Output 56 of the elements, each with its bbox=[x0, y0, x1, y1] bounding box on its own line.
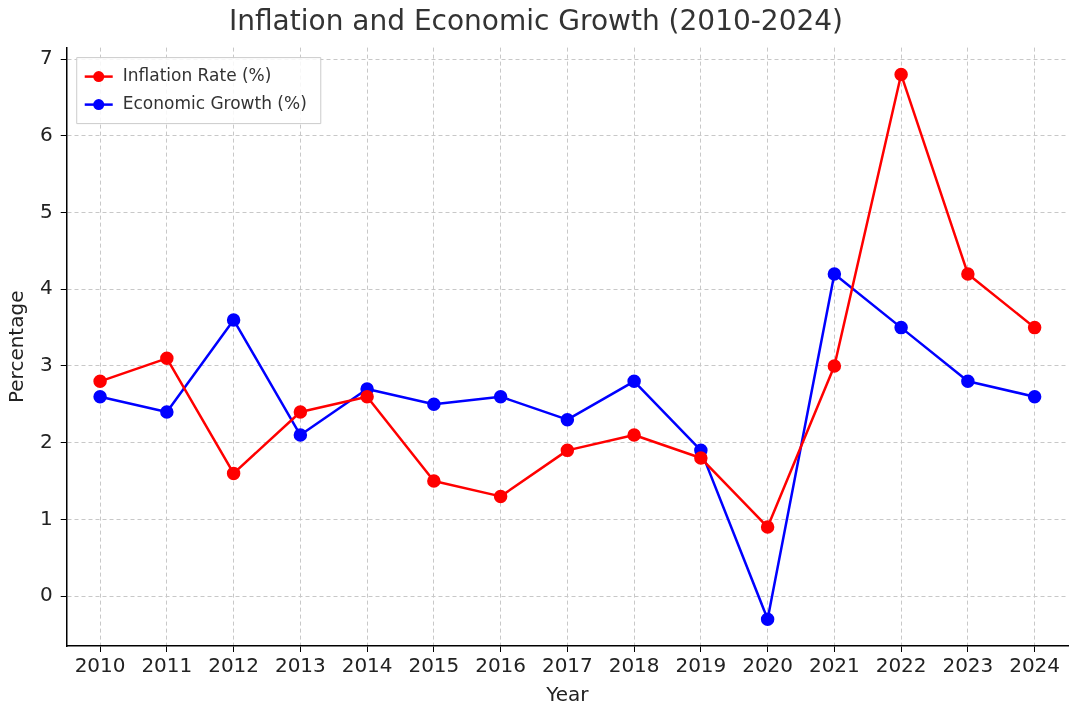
x-tick-label: 2012 bbox=[208, 653, 260, 678]
point bbox=[760, 612, 775, 626]
legend-label: Economic Growth (%) bbox=[122, 93, 307, 114]
point bbox=[627, 374, 641, 389]
point bbox=[493, 489, 508, 504]
point bbox=[226, 466, 241, 481]
x-tick-label: 2022 bbox=[875, 653, 927, 678]
x-tick-label: 2020 bbox=[742, 653, 794, 678]
point bbox=[427, 397, 441, 412]
x-tick-label: 2010 bbox=[74, 653, 126, 678]
point bbox=[160, 405, 174, 419]
point bbox=[360, 389, 374, 404]
x-tick-label: 2017 bbox=[541, 653, 593, 678]
point bbox=[694, 451, 708, 465]
point bbox=[493, 389, 508, 404]
point bbox=[894, 67, 908, 82]
point bbox=[560, 412, 575, 427]
point bbox=[160, 351, 174, 366]
y-tick-label: 1 bbox=[39, 505, 53, 530]
point bbox=[427, 474, 441, 488]
point bbox=[293, 405, 308, 419]
x-tick-label: 2018 bbox=[608, 653, 660, 678]
y-tick-label: 0 bbox=[39, 582, 53, 607]
point bbox=[1027, 389, 1042, 404]
x-tick-label: 2023 bbox=[942, 653, 994, 678]
y-tick-label: 7 bbox=[39, 45, 53, 70]
point bbox=[827, 359, 842, 373]
point bbox=[827, 267, 842, 281]
y-axis-title: Percentage bbox=[4, 290, 29, 404]
x-tick-label: 2014 bbox=[341, 653, 393, 678]
y-tick-label: 3 bbox=[39, 352, 53, 377]
point bbox=[560, 443, 575, 458]
x-tick-label: 2015 bbox=[408, 653, 460, 678]
x-tick-label: 2011 bbox=[141, 653, 193, 678]
chart-title: Inflation and Economic Growth (2010-2024) bbox=[228, 4, 844, 38]
point bbox=[627, 428, 641, 442]
point bbox=[226, 313, 241, 327]
legend-label: Inflation Rate (%) bbox=[122, 65, 272, 86]
point bbox=[961, 267, 975, 281]
y-tick-label: 6 bbox=[39, 122, 53, 147]
x-axis-title: Year bbox=[545, 682, 590, 707]
point bbox=[760, 520, 775, 534]
point bbox=[1027, 320, 1042, 335]
y-tick-label: 5 bbox=[39, 198, 53, 223]
point bbox=[961, 374, 975, 389]
y-tick-label: 4 bbox=[39, 275, 53, 300]
y-tick-label: 2 bbox=[39, 428, 53, 453]
x-tick-label: 2024 bbox=[1009, 653, 1061, 678]
point bbox=[293, 428, 308, 442]
x-tick-label: 2019 bbox=[675, 653, 727, 678]
x-tick-label: 2016 bbox=[475, 653, 527, 678]
point bbox=[894, 320, 908, 335]
point bbox=[93, 374, 107, 389]
x-tick-label: 2013 bbox=[274, 653, 326, 678]
point bbox=[93, 389, 107, 404]
x-tick-label: 2021 bbox=[808, 653, 860, 678]
